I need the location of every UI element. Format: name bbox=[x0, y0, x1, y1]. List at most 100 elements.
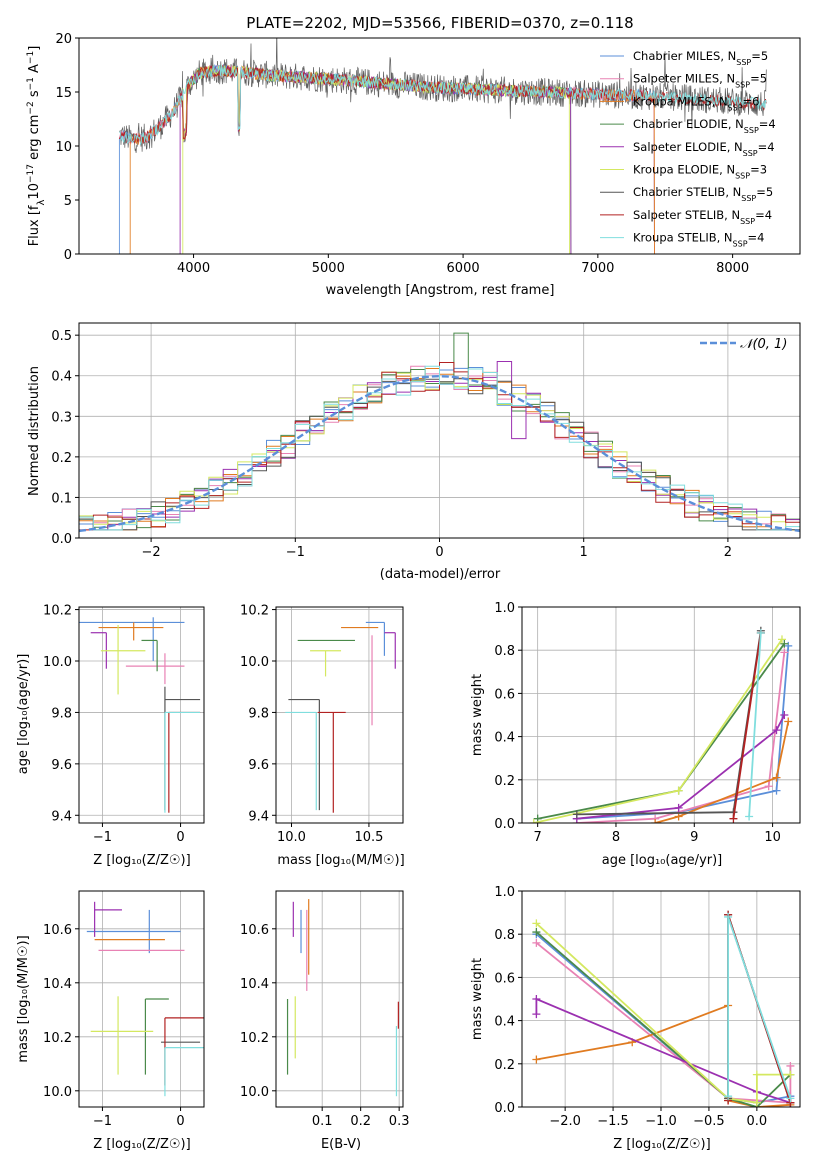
point-marker-elodie_sa bbox=[674, 803, 683, 812]
point-marker-stelib_kr bbox=[745, 812, 754, 821]
point-marker-elodie_kr bbox=[529, 819, 538, 823]
point-marker-elodie_sa bbox=[780, 711, 789, 719]
legend-text: Salpeter ELODIE, N bbox=[633, 140, 743, 154]
legend-label-miles_kr: Kroupa MILES, NSSP=6 bbox=[633, 94, 759, 112]
series-layer bbox=[79, 332, 800, 538]
y-tick-label: 9.8 bbox=[248, 706, 269, 721]
plot-area: 0.1 0.2 0.3 10.0 10.2 10.4 10.6 bbox=[240, 890, 410, 1129]
x-tick-label: −1.0 bbox=[645, 1114, 677, 1129]
legend-subscript: SSP bbox=[736, 58, 751, 67]
legend-label-miles_ch: Chabrier MILES, NSSP=5 bbox=[633, 49, 768, 67]
x-tick-label: 10.0 bbox=[277, 830, 306, 845]
y-tick-label: 9.6 bbox=[248, 758, 269, 773]
y-tick-label: 10.4 bbox=[240, 977, 269, 992]
x-tick-label: 10 bbox=[764, 830, 781, 845]
x-axis-label: wavelength [Angstrom, rest frame] bbox=[326, 283, 555, 298]
axes-frame bbox=[275, 890, 404, 1108]
y-tick-label: 0.2 bbox=[51, 451, 72, 466]
x-tick-label: 8 bbox=[612, 830, 620, 845]
x-tick-label: 6000 bbox=[447, 261, 480, 276]
series-line-miles_kr bbox=[654, 721, 790, 823]
legend-text: Kroupa ELODIE, N bbox=[633, 163, 735, 177]
legend-count: =6 bbox=[743, 94, 760, 108]
x-tick-label: −0.5 bbox=[693, 1114, 725, 1129]
legend-count: =4 bbox=[748, 231, 765, 245]
histogram-stelib_kr bbox=[79, 365, 800, 538]
x-tick-label: 4000 bbox=[177, 261, 210, 276]
legend-subscript: SSP bbox=[735, 80, 750, 89]
legend-text: Salpeter MILES, N bbox=[633, 72, 735, 86]
legend-label-stelib_ch: Chabrier STELIB, NSSP=5 bbox=[633, 185, 773, 203]
axes-frame bbox=[78, 606, 205, 824]
y-axis-label-part: −1 bbox=[26, 51, 36, 64]
chart-title: PLATE=2202, MJD=53566, FIBERID=0370, z=0… bbox=[246, 14, 633, 32]
point-marker-miles_kr bbox=[784, 717, 793, 726]
series-line-elodie_ch bbox=[535, 931, 792, 1107]
x-tick-label: 0.3 bbox=[389, 1114, 410, 1129]
legend-subscript: SSP bbox=[741, 194, 756, 203]
legend-subscript: SSP bbox=[728, 103, 743, 112]
y-tick-label: 0.5 bbox=[51, 329, 72, 344]
legend-text: Chabrier MILES, N bbox=[633, 49, 736, 63]
x-axis-label: E(B-V) bbox=[321, 1137, 361, 1152]
axes-frame bbox=[275, 606, 404, 824]
age-vs-metallicity-panel: −1 0 9.4 9.6 9.8 10.0 10.2 Z [log₁₀(Z/Z☉)] age… bbox=[16, 604, 205, 868]
spectrum-panel: PLATE=2202, MJD=53566, FIBERID=0370, z=0… bbox=[26, 14, 801, 298]
point-marker-stelib_kr bbox=[724, 1092, 733, 1101]
x-axis-label: Z [log₁₀(Z/Z☉)] bbox=[93, 853, 190, 868]
y-axis-label-part: −2 bbox=[26, 101, 36, 114]
series-line-stelib_sa bbox=[732, 632, 762, 819]
point-marker-elodie_kr bbox=[752, 1098, 761, 1107]
y-tick-label: 0.6 bbox=[494, 971, 515, 986]
series-layer bbox=[285, 621, 396, 813]
x-tick-label: 1 bbox=[580, 545, 588, 560]
point-marker-elodie_ch bbox=[780, 639, 789, 648]
y-tick-label: 1.0 bbox=[494, 601, 515, 616]
y-tick-label: 10.6 bbox=[43, 923, 72, 938]
y-tick-label: 0.2 bbox=[494, 1058, 515, 1073]
series-layer bbox=[118, 38, 767, 254]
point-marker-elodie_sa bbox=[772, 726, 781, 735]
point-marker-miles_kr bbox=[532, 1055, 541, 1064]
x-axis-label: Z [log₁₀(Z/Z☉)] bbox=[93, 1137, 190, 1152]
point-marker-miles_ch bbox=[772, 786, 781, 795]
y-tick-label: 10.0 bbox=[240, 1085, 269, 1100]
point-marker-stelib_kr bbox=[786, 1094, 795, 1103]
x-tick-label: 7 bbox=[534, 830, 542, 845]
x-tick-label: 0 bbox=[176, 830, 184, 845]
y-tick-label: 10.2 bbox=[43, 604, 72, 619]
y-tick-label: 15 bbox=[55, 86, 72, 101]
y-tick-label: 0 bbox=[64, 248, 72, 263]
y-tick-label: 20 bbox=[55, 32, 72, 47]
y-tick-label: 1.0 bbox=[494, 885, 515, 900]
series-layer bbox=[286, 899, 399, 1097]
series-layer bbox=[532, 910, 795, 1107]
legend-count: =5 bbox=[751, 49, 768, 63]
series-line-elodie_sa bbox=[535, 997, 791, 1104]
x-tick-label: 7000 bbox=[581, 261, 614, 276]
y-tick-label: 0.0 bbox=[51, 532, 72, 547]
series-line-miles_sa bbox=[535, 942, 792, 1104]
x-tick-label: 0 bbox=[435, 545, 443, 560]
legend-subscript: SSP bbox=[743, 148, 758, 157]
legend-label-stelib_kr: Kroupa STELIB, NSSP=4 bbox=[633, 231, 764, 249]
x-tick-label: −2 bbox=[142, 545, 161, 560]
x-tick-label: 0.1 bbox=[312, 1114, 333, 1129]
legend-count: =4 bbox=[759, 117, 776, 131]
legend-count: =5 bbox=[756, 185, 773, 199]
x-tick-label: 10.5 bbox=[354, 830, 383, 845]
axes-frame bbox=[521, 606, 801, 824]
y-axis-label-part: s bbox=[27, 90, 42, 101]
point-marker-stelib_kr bbox=[756, 628, 765, 637]
y-tick-label: 10.2 bbox=[43, 1031, 72, 1046]
mass-vs-ebv-panel: 0.1 0.2 0.3 10.0 10.2 10.4 10.6 E(B-V) bbox=[240, 890, 410, 1152]
legend-text: Chabrier ELODIE, N bbox=[633, 117, 744, 131]
y-tick-label: 10.2 bbox=[240, 1031, 269, 1046]
legend-label-normal: 𝒩(0, 1) bbox=[740, 337, 787, 352]
legend-count: =5 bbox=[750, 72, 767, 86]
y-tick-label: 0.4 bbox=[494, 1015, 515, 1030]
y-axis-label: mass weight bbox=[470, 674, 485, 756]
point-marker-elodie_kr bbox=[532, 919, 541, 928]
histogram-plot-area: −2 −1 0 1 2 0.0 0.1 0.2 0.3 0.4 0.5 bbox=[51, 322, 801, 560]
residual-histogram-panel: −2 −1 0 1 2 0.0 0.1 0.2 0.3 0.4 0.5 (data-model)/e… bbox=[27, 322, 801, 582]
